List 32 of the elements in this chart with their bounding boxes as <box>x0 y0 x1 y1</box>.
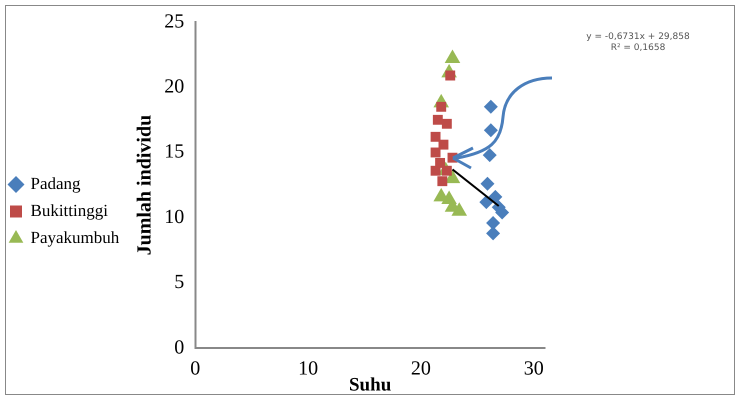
point <box>437 176 448 186</box>
x-tick-label: 10 <box>298 357 318 380</box>
y-tick-label: 20 <box>164 75 184 98</box>
x-tick-label: 20 <box>410 357 431 380</box>
y-tick-label: 5 <box>174 271 184 294</box>
point <box>442 166 452 176</box>
point <box>480 176 494 191</box>
point <box>482 148 497 162</box>
point <box>484 123 498 138</box>
point <box>486 226 500 240</box>
point <box>430 148 441 158</box>
x-axis-title: Suhu <box>348 374 392 396</box>
point <box>438 140 448 150</box>
point <box>432 114 443 125</box>
x-tick-label: 0 <box>190 357 200 380</box>
point <box>430 166 441 176</box>
text: R² = 0,1658 <box>610 43 666 54</box>
y-tick-label: 25 <box>164 10 184 32</box>
y-tick-label: 0 <box>174 336 184 358</box>
y-axis-title: Jumlah individu <box>133 114 156 256</box>
y-tick-label: 10 <box>164 206 184 228</box>
y-tick-label: 15 <box>164 140 184 163</box>
point <box>430 132 441 142</box>
legend-label: Payakumbuh <box>30 228 120 247</box>
point <box>484 100 498 114</box>
point <box>486 216 500 230</box>
x-tick-label: 30 <box>524 357 544 380</box>
text: y = -0,6731x + 29,858 <box>585 32 691 43</box>
point <box>442 118 452 129</box>
legend-label: Bukittinggi <box>30 200 108 220</box>
point <box>436 102 446 112</box>
legend-label: Padang <box>30 174 82 193</box>
